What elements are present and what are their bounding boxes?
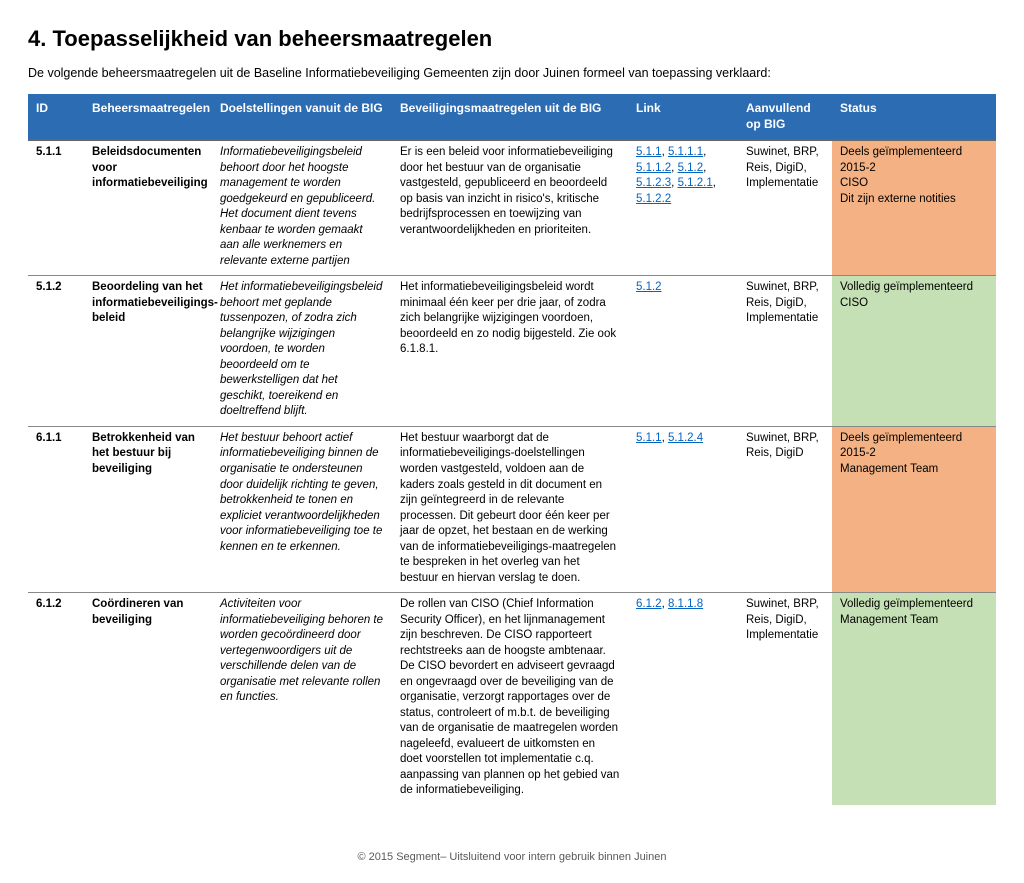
cell-status: Volledig geïmplementeerdManagement Team — [832, 593, 996, 805]
cell-doelstelling: Het bestuur behoort actief informatiebev… — [212, 426, 392, 592]
cell-id: 5.1.1 — [28, 140, 84, 276]
col-header-bm: Beheersmaatregelen — [84, 94, 212, 140]
col-header-status: Status — [832, 94, 996, 140]
reference-link[interactable]: 5.1.2.1 — [678, 177, 713, 189]
table-row: 6.1.2Coördineren van beveiligingActivite… — [28, 593, 996, 805]
cell-beheersmaatregel: Betrokkenheid van het bestuur bij beveil… — [84, 426, 212, 592]
col-header-link: Link — [628, 94, 738, 140]
reference-link[interactable]: 5.1.1 — [636, 146, 662, 158]
table-row: 5.1.1Beleidsdocumenten voor informatiebe… — [28, 140, 996, 276]
cell-beveiligingsmaatregel: Er is een beleid voor informatiebeveilig… — [392, 140, 628, 276]
reference-link[interactable]: 5.1.1 — [636, 432, 662, 444]
table-row: 5.1.2Beoordeling van het informatiebevei… — [28, 276, 996, 427]
reference-link[interactable]: 5.1.1.2 — [636, 162, 671, 174]
reference-link[interactable]: 5.1.2 — [636, 281, 662, 293]
col-header-id: ID — [28, 94, 84, 140]
table-row: 6.1.1Betrokkenheid van het bestuur bij b… — [28, 426, 996, 592]
reference-link[interactable]: 8.1.1.8 — [668, 598, 703, 610]
reference-link[interactable]: 6.1.2 — [636, 598, 662, 610]
cell-doelstelling: Het informatiebeveiligingsbeleid behoort… — [212, 276, 392, 427]
cell-aanvullend: Suwinet, BRP, Reis, DigiD, Implementatie — [738, 593, 832, 805]
cell-links: 5.1.2 — [628, 276, 738, 427]
cell-id: 6.1.2 — [28, 593, 84, 805]
cell-id: 5.1.2 — [28, 276, 84, 427]
table-header-row: ID Beheersmaatregelen Doelstellingen van… — [28, 94, 996, 140]
cell-aanvullend: Suwinet, BRP, Reis, DigiD, Implementatie — [738, 276, 832, 427]
cell-status: Deels geïmplementeerd2015-2Management Te… — [832, 426, 996, 592]
reference-link[interactable]: 5.1.1.1 — [668, 146, 703, 158]
cell-id: 6.1.1 — [28, 426, 84, 592]
cell-beveiligingsmaatregel: De rollen van CISO (Chief Information Se… — [392, 593, 628, 805]
cell-aanvullend: Suwinet, BRP, Reis, DigiD, Implementatie — [738, 140, 832, 276]
cell-aanvullend: Suwinet, BRP, Reis, DigiD — [738, 426, 832, 592]
col-header-doel: Doelstellingen vanuit de BIG — [212, 94, 392, 140]
cell-beveiligingsmaatregel: Het bestuur waarborgt dat de informatieb… — [392, 426, 628, 592]
cell-links: 6.1.2, 8.1.1.8 — [628, 593, 738, 805]
cell-links: 5.1.1, 5.1.1.1, 5.1.1.2, 5.1.2, 5.1.2.3,… — [628, 140, 738, 276]
reference-link[interactable]: 5.1.2 — [678, 162, 704, 174]
cell-beheersmaatregel: Beoordeling van het informatiebeveiligin… — [84, 276, 212, 427]
cell-doelstelling: Informatiebeveiligingsbeleid behoort doo… — [212, 140, 392, 276]
intro-text: De volgende beheersmaatregelen uit de Ba… — [28, 66, 996, 80]
reference-link[interactable]: 5.1.2.4 — [668, 432, 703, 444]
page-footer: © 2015 Segment– Uitsluitend voor intern … — [28, 851, 996, 863]
section-title: 4. Toepasselijkheid van beheersmaatregel… — [28, 26, 996, 52]
cell-beheersmaatregel: Beleidsdocumenten voor informatiebeveili… — [84, 140, 212, 276]
reference-link[interactable]: 5.1.2.2 — [636, 193, 671, 205]
maatregelen-table: ID Beheersmaatregelen Doelstellingen van… — [28, 94, 996, 805]
cell-status: Volledig geïmplementeerdCISO — [832, 276, 996, 427]
cell-links: 5.1.1, 5.1.2.4 — [628, 426, 738, 592]
cell-beveiligingsmaatregel: Het informatiebeveiligingsbeleid wordt m… — [392, 276, 628, 427]
cell-beheersmaatregel: Coördineren van beveiliging — [84, 593, 212, 805]
cell-doelstelling: Activiteiten voor informatiebeveiliging … — [212, 593, 392, 805]
reference-link[interactable]: 5.1.2.3 — [636, 177, 671, 189]
col-header-bev: Beveiligingsmaatregelen uit de BIG — [392, 94, 628, 140]
cell-status: Deels geïmplementeerd2015-2CISODit zijn … — [832, 140, 996, 276]
col-header-aan: Aanvullend op BIG — [738, 94, 832, 140]
